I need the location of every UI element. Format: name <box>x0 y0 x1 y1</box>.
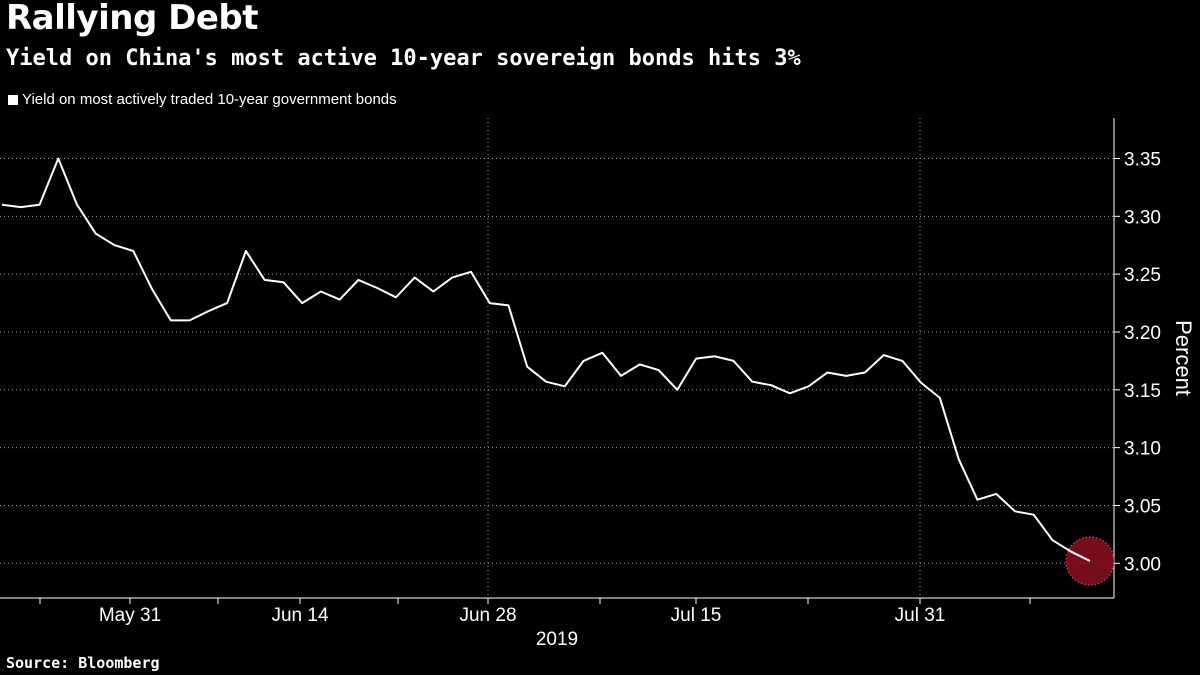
data-point <box>301 302 303 304</box>
data-point <box>207 310 209 312</box>
data-point <box>507 304 509 306</box>
data-point <box>226 302 228 304</box>
data-point <box>845 375 847 377</box>
x-tick-label: Jul 15 <box>671 605 722 626</box>
data-point <box>751 381 753 383</box>
data-point <box>1070 551 1072 553</box>
y-tick-label: 3.00 <box>1124 554 1161 575</box>
data-point <box>339 299 341 301</box>
data-point <box>451 277 453 279</box>
legend: Yield on most actively traded 10-year go… <box>8 91 397 108</box>
legend-label: Yield on most actively traded 10-year go… <box>22 91 397 108</box>
x-tick-label: Jun 14 <box>271 605 328 626</box>
data-point <box>958 458 960 460</box>
data-point <box>357 279 359 281</box>
data-point <box>76 204 78 206</box>
series-line <box>1 157 1091 562</box>
data-point <box>395 296 397 298</box>
data-point <box>1033 514 1035 516</box>
y-axis-title: Percent <box>1171 320 1196 396</box>
data-point <box>733 360 735 362</box>
data-point <box>826 371 828 373</box>
data-point <box>583 360 585 362</box>
data-point <box>189 319 191 321</box>
data-point <box>489 302 491 304</box>
data-point <box>883 354 885 356</box>
data-point <box>939 397 941 399</box>
data-point <box>320 290 322 292</box>
data-point <box>901 360 903 362</box>
data-point <box>470 271 472 273</box>
data-point <box>1014 510 1016 512</box>
data-point <box>114 244 116 246</box>
data-point <box>976 499 978 501</box>
data-point <box>620 375 622 377</box>
data-point <box>695 358 697 360</box>
data-point <box>808 385 810 387</box>
y-tick-label: 3.15 <box>1124 381 1161 402</box>
data-point <box>789 392 791 394</box>
data-point <box>714 355 716 357</box>
data-point <box>658 369 660 371</box>
x-tick-label: May 31 <box>99 605 161 626</box>
data-point <box>1089 560 1091 562</box>
data-point <box>282 281 284 283</box>
data-point <box>1 204 3 206</box>
data-point <box>770 384 772 386</box>
data-point <box>376 287 378 289</box>
data-point <box>264 279 266 281</box>
y-tick-label: 3.10 <box>1124 439 1161 460</box>
x-year-label: 2019 <box>536 629 578 650</box>
y-tick-label: 3.30 <box>1124 207 1161 228</box>
data-point <box>170 319 172 321</box>
data-point <box>245 250 247 252</box>
data-point <box>20 206 22 208</box>
data-point <box>414 277 416 279</box>
chart-subtitle: Yield on China's most active 10-year sov… <box>6 46 801 71</box>
x-tick-label: Jun 28 <box>459 605 516 626</box>
data-point <box>57 157 59 159</box>
data-point <box>920 382 922 384</box>
data-point <box>1051 539 1053 541</box>
data-point <box>864 371 866 373</box>
chart-title: Rallying Debt <box>6 0 259 38</box>
data-point <box>95 233 97 235</box>
data-point <box>151 288 153 290</box>
legend-swatch <box>8 94 18 105</box>
data-point <box>132 250 134 252</box>
axes <box>0 118 1120 604</box>
data-point <box>564 385 566 387</box>
x-tick-label: Jul 31 <box>895 605 946 626</box>
grid-lines <box>0 118 1114 598</box>
y-tick-label: 3.20 <box>1124 323 1161 344</box>
y-tick-label: 3.35 <box>1124 149 1161 170</box>
data-point <box>676 389 678 391</box>
data-point <box>432 290 434 292</box>
y-tick-label: 3.25 <box>1124 265 1161 286</box>
data-point <box>601 352 603 354</box>
data-point <box>639 363 641 365</box>
data-point <box>526 366 528 368</box>
data-point <box>545 381 547 383</box>
source-note: Source: Bloomberg <box>6 654 160 672</box>
tick-labels: 3.00 3.05 3.10 3.15 3.20 3.25 3.30 3.35 May 31 Ju… <box>99 149 1196 650</box>
data-point <box>39 204 41 206</box>
y-tick-label: 3.05 <box>1124 496 1161 517</box>
series <box>1 157 1091 562</box>
data-point <box>995 493 997 495</box>
